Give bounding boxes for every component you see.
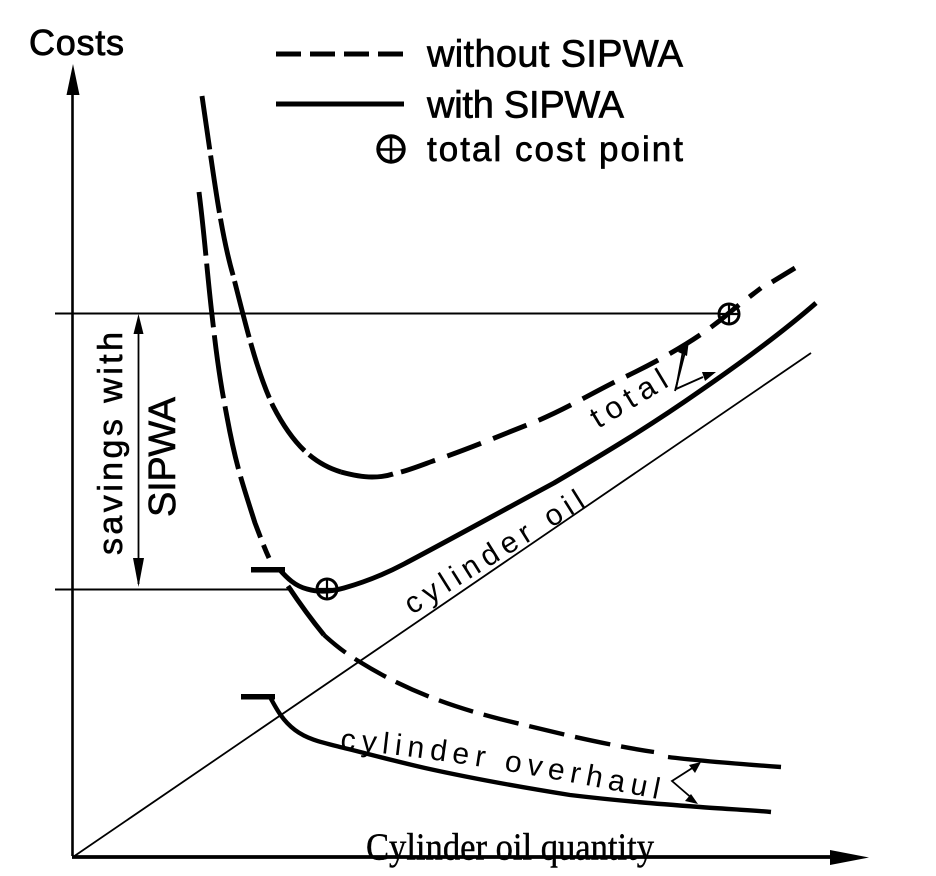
svg-text:total cost point: total cost point	[427, 130, 683, 169]
svg-text:Cylinder oil quantity: Cylinder oil quantity	[366, 827, 654, 869]
svg-text:savings with: savings with	[92, 332, 130, 555]
svg-text:SIPWA: SIPWA	[142, 396, 184, 517]
svg-text:with SIPWA: with SIPWA	[426, 85, 625, 127]
svg-text:Costs: Costs	[29, 22, 124, 63]
svg-text:without SIPWA: without SIPWA	[426, 34, 684, 76]
